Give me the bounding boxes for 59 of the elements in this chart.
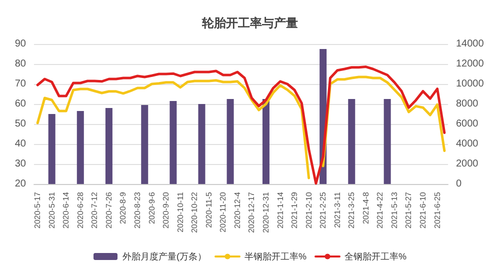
bar [48,114,56,184]
x-tick-label: 2020-7-12 [90,191,100,228]
x-tick-label: 2020-10-22 [190,191,200,233]
legend-label: 全钢胎开工率% [344,252,407,262]
x-tick-label: 2021-3-11 [332,191,342,228]
x-tick-label: 2020-5-17 [33,191,42,228]
x-tick-label: 2021-2-10 [304,191,314,228]
y-tick-label: 30 [14,158,26,170]
bar [141,105,148,184]
x-tick-label: 2020-9-6 [147,191,156,224]
legend-label: 半钢胎开工率% [244,252,307,262]
x-tick-label: 2020-6-14 [62,191,71,228]
y2-tick-label: 12000 [456,58,484,70]
y2-tick-label: 6000 [456,118,479,130]
x-tick-label: 2020-7-26 [104,191,114,228]
x-tick-label: 2020-12-31 [261,191,270,233]
y2-tick-label: 8000 [456,98,479,110]
bar [198,104,206,184]
x-tick-label: 2020-8-23 [133,191,142,228]
x-tick-label: 2020-5-31 [47,191,56,228]
x-tick-label: 2020-11-5 [204,191,214,228]
x-tick-label: 2021-5-13 [390,191,399,228]
y-tick-label: 60 [14,98,26,110]
x-tick-label: 2021-4-8 [361,191,370,224]
bar [105,108,112,184]
bar [76,111,84,184]
x-tick-label: 2021-6-10 [418,191,428,228]
bar [348,99,356,184]
y-tick-label: 50 [14,118,26,130]
y-tick-label: 70 [14,78,26,90]
bar [226,99,234,184]
x-tick-label: 2020-11-20 [218,191,228,232]
y2-tick-label: 0 [456,178,462,190]
x-tick-label: 2021-1-29 [290,191,300,228]
y2-tick-label: 4000 [456,138,479,150]
bar [262,99,270,184]
x-tick-label: 2020-12-17 [247,191,256,233]
x-tick-label: 2020-12-4 [232,191,242,228]
x-tick-label: 2020-8-9 [118,191,128,224]
bar [170,101,177,184]
x-tick-label: 2021-5-27 [404,191,414,228]
bar [384,99,391,184]
y2-tick-label: 10000 [456,78,484,90]
x-tick-label: 2020-9-20 [162,191,171,228]
y-tick-label: 80 [14,58,26,70]
chart-title: 轮胎开工率与产量 [201,16,298,30]
x-tick-label: 2020-10-11 [176,191,185,232]
x-tick-label: 2020-6-28 [76,191,85,228]
x-tick-label: 2021-3-25 [347,191,356,228]
x-tick-label: 2021-1-14 [276,191,285,228]
y2-tick-label: 14000 [456,38,484,50]
x-tick-label: 2021-2-25 [318,191,328,228]
legend-label: 外胎月度产量(万条） [122,252,206,262]
y-tick-label: 20 [14,178,26,190]
y2-tick-label: 2000 [456,158,479,170]
y-tick-label: 90 [14,38,26,50]
x-tick-label: 2021-6-25 [432,191,442,228]
y-tick-label: 40 [14,138,26,150]
x-tick-label: 2021-4-22 [376,191,385,228]
